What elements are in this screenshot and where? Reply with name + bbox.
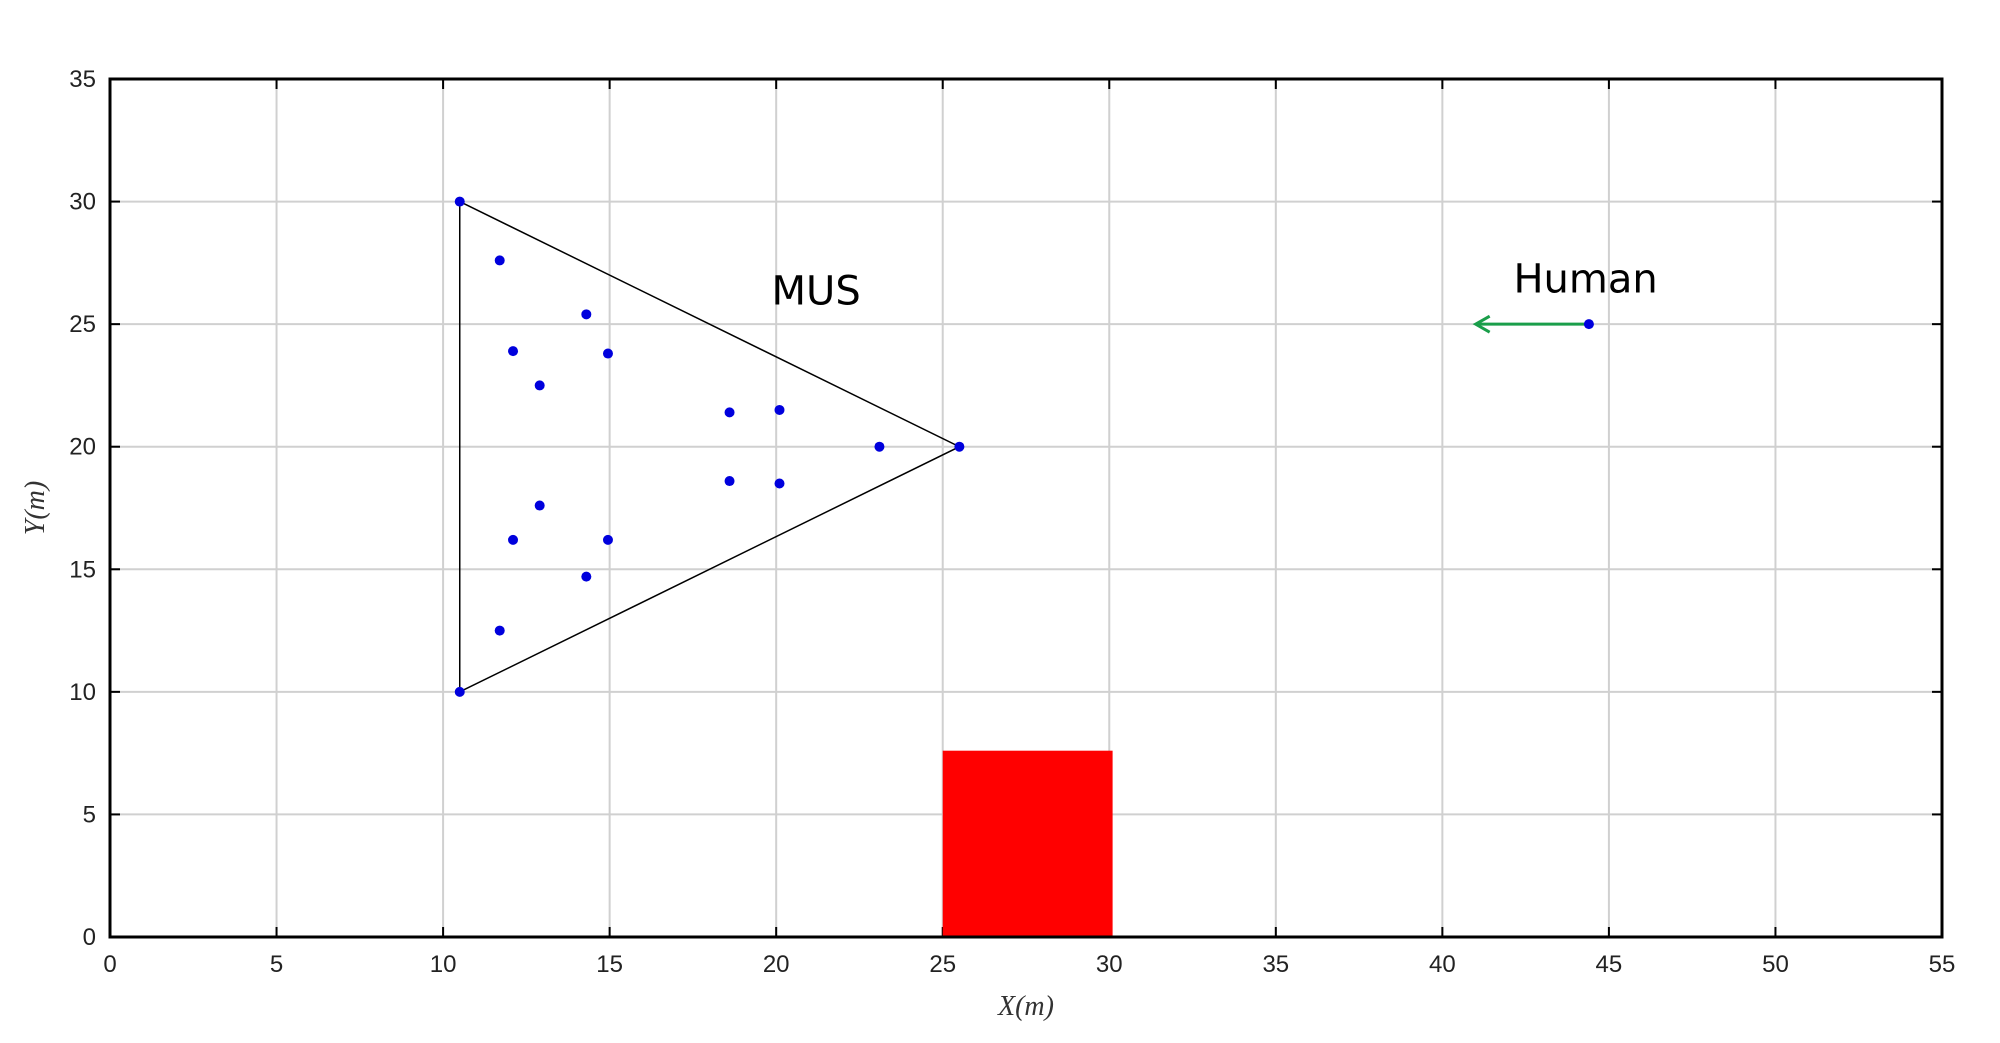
- y-tick-label: 0: [83, 924, 96, 951]
- robot-point: [602, 348, 613, 359]
- x-tick-label: 55: [1929, 951, 1956, 978]
- y-tick-label: 5: [83, 801, 96, 828]
- robot-points: [454, 196, 965, 697]
- robot-point: [581, 571, 592, 582]
- x-tick-labels: 0 5 10 15 20 25 30 35 40 45 50 55: [103, 951, 1955, 978]
- robot-point: [602, 534, 613, 545]
- annotation-label: Human: [1513, 256, 1657, 302]
- robot-point: [454, 196, 465, 207]
- robot-point: [494, 255, 505, 266]
- x-tick-label: 30: [1096, 951, 1123, 978]
- robot-point: [874, 441, 885, 452]
- y-tick-label: 10: [69, 679, 96, 706]
- x-tick-label: 40: [1429, 951, 1456, 978]
- axes-frame: [108, 77, 1944, 939]
- robot-point: [508, 346, 519, 357]
- annotation-label: MUS: [772, 269, 861, 315]
- y-tick-label: 25: [69, 311, 96, 338]
- x-axis-label: X(m): [997, 991, 1054, 1022]
- x-tick-label: 0: [103, 951, 116, 978]
- y-tick-label: 20: [69, 434, 96, 461]
- robot-point: [508, 534, 519, 545]
- human-point: [1583, 319, 1594, 330]
- y-axis-label: Y(m): [20, 481, 51, 535]
- y-tick-label: 15: [69, 556, 96, 583]
- robot-point: [534, 500, 545, 511]
- formation-triangle: [458, 200, 962, 694]
- robot-point: [454, 686, 465, 697]
- robot-point: [581, 309, 592, 320]
- x-tick-label: 15: [596, 951, 623, 978]
- y-tick-labels: 0 5 10 15 20 25 30 35: [69, 66, 96, 951]
- x-tick-label: 25: [929, 951, 956, 978]
- human-arrow-head: [1472, 314, 1491, 334]
- annotations: MUS Human: [772, 256, 1658, 314]
- x-tick-label: 20: [763, 951, 790, 978]
- x-tick-label: 45: [1596, 951, 1623, 978]
- x-tick-label: 5: [270, 951, 283, 978]
- x-tick-label: 50: [1762, 951, 1789, 978]
- robot-point: [494, 625, 505, 636]
- robot-point: [724, 476, 735, 487]
- human-marker: [1472, 314, 1594, 334]
- robot-point: [774, 478, 785, 489]
- robot-point: [724, 407, 735, 418]
- robot-point: [774, 404, 785, 415]
- x-tick-label: 10: [430, 951, 457, 978]
- obstacle-rect: [942, 750, 1113, 937]
- x-tick-label: 35: [1262, 951, 1289, 978]
- y-tick-label: 35: [69, 66, 96, 93]
- robot-point: [954, 441, 965, 452]
- y-tick-label: 30: [69, 189, 96, 216]
- robot-point: [534, 380, 545, 391]
